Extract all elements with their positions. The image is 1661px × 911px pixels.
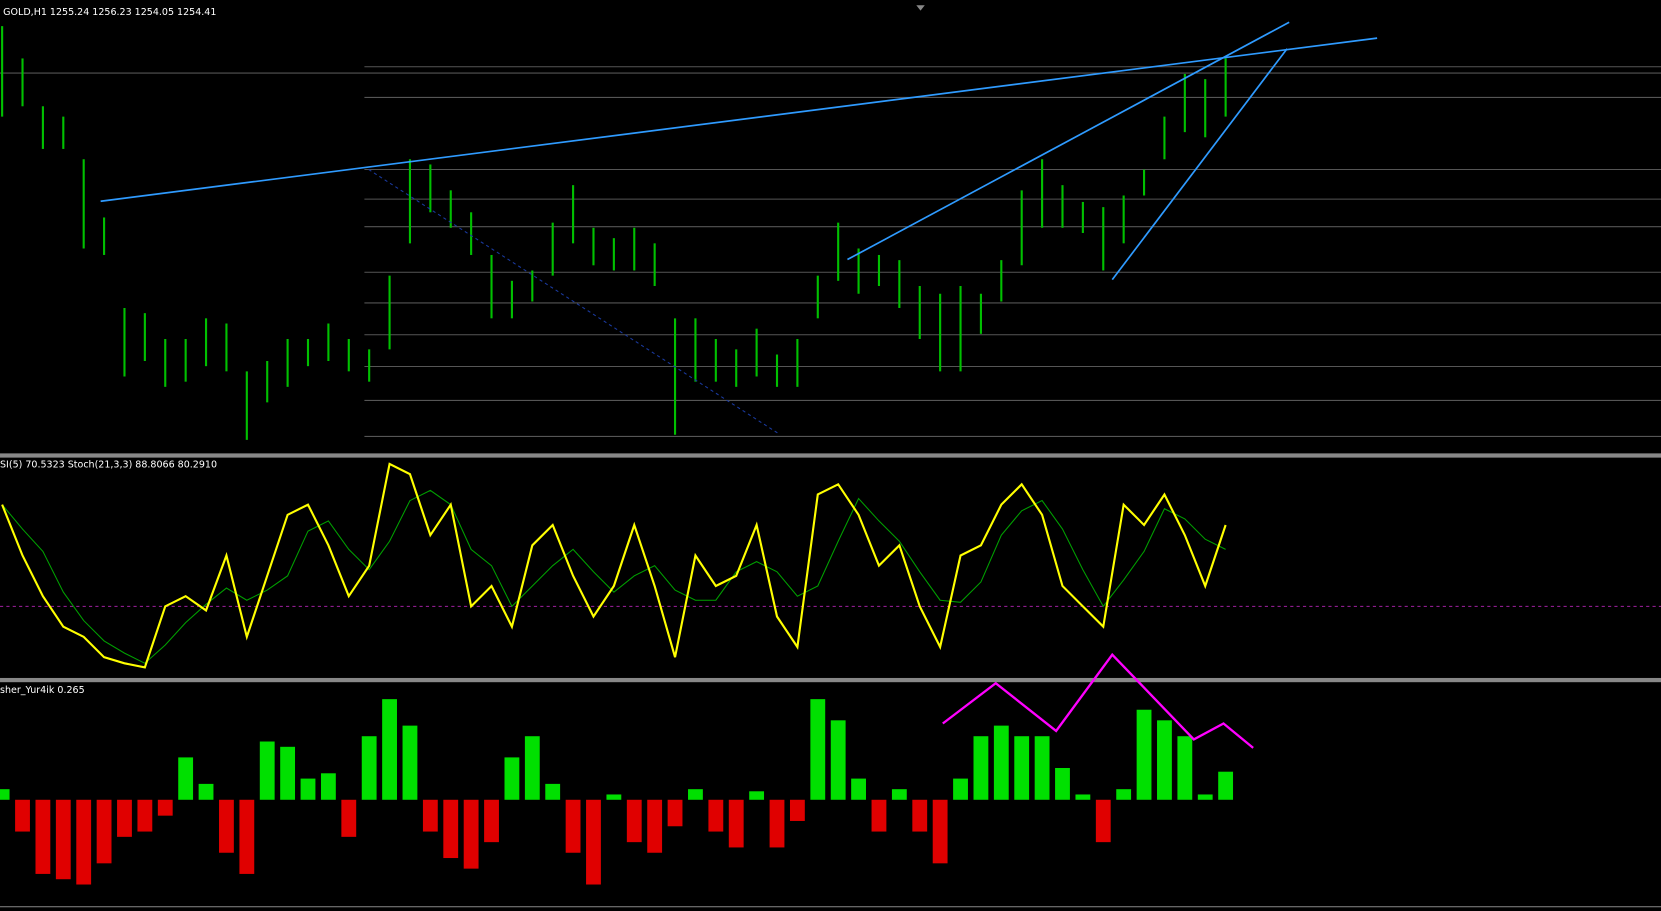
- trendline: [847, 21, 1290, 261]
- level-lines: [0, 66, 1661, 437]
- histogram-bar: [1034, 736, 1050, 800]
- histogram-bar: [137, 799, 153, 832]
- histogram-bar: [402, 725, 418, 800]
- histogram-bar: [688, 789, 703, 800]
- price-panel: [1, 26, 1227, 440]
- histogram-bar: [484, 799, 499, 843]
- arrows: [942, 652, 1254, 749]
- stoch-title: SI(5) 70.5323 Stoch(21,3,3) 88.8066 80.2…: [0, 460, 217, 471]
- histogram-bar: [667, 799, 683, 827]
- histogram-bar: [993, 725, 1009, 800]
- histogram-bar: [871, 799, 887, 832]
- histogram-bar: [810, 699, 826, 800]
- histogram-bar: [912, 799, 928, 832]
- stoch-line: [1, 462, 1227, 669]
- histogram-bar: [157, 799, 173, 816]
- histogram-bar: [851, 778, 866, 800]
- histogram-bar: [1136, 709, 1152, 800]
- histogram-bar: [769, 799, 785, 848]
- histogram-bar: [341, 799, 357, 837]
- histogram-bar: [932, 799, 948, 864]
- histogram-bar: [1116, 789, 1132, 800]
- histogram-bar: [606, 794, 622, 800]
- stochastic-panel: [0, 462, 1661, 669]
- stoch-line: [1, 489, 1226, 664]
- histogram-bar: [382, 699, 397, 800]
- histogram-bar: [1218, 771, 1234, 800]
- histogram-bar: [280, 746, 296, 800]
- histogram-bar: [1197, 794, 1213, 800]
- histogram-bar: [35, 799, 51, 874]
- price-title: GOLD,H1 1255.24 1256.23 1254.05 1254.41: [3, 7, 216, 18]
- histogram-bar: [891, 789, 907, 800]
- panel-separator: [0, 453, 1661, 458]
- histogram-bar: [708, 799, 724, 832]
- trendline: [100, 37, 1378, 203]
- histogram-bar: [443, 799, 459, 859]
- histogram-bar: [504, 757, 520, 800]
- histogram-bar: [1095, 799, 1111, 843]
- histogram-bar: [1075, 794, 1091, 800]
- panel-separator: [0, 677, 1661, 683]
- histogram-bar: [647, 799, 663, 853]
- histogram-bar: [524, 736, 540, 800]
- dashed-trendline: [368, 169, 780, 435]
- histogram-bar: [463, 799, 479, 869]
- histogram-bar: [586, 799, 601, 885]
- histogram-bar: [749, 791, 765, 800]
- histogram-bar: [76, 799, 92, 885]
- histogram-bar: [96, 799, 112, 864]
- histogram-bar: [973, 736, 989, 800]
- histogram-bar: [545, 783, 561, 800]
- histogram-bar: [1157, 720, 1172, 800]
- histogram-bar: [198, 783, 214, 800]
- histogram-bar: [1177, 736, 1193, 800]
- trendline: [1111, 48, 1288, 281]
- fisher-panel: [0, 699, 1234, 885]
- histogram-bar: [422, 799, 438, 832]
- histogram-bar: [0, 789, 10, 800]
- histogram-bar: [565, 799, 581, 853]
- histogram-bar: [117, 799, 132, 837]
- histogram-bar: [300, 778, 316, 800]
- zigzag-arrow: [942, 652, 1254, 749]
- histogram-bar: [830, 720, 846, 800]
- histogram-bar: [361, 736, 377, 800]
- histogram-bar: [1055, 767, 1070, 800]
- fisher-title: sher_Yur4ik 0.265: [0, 685, 85, 696]
- histogram-bar: [259, 741, 275, 800]
- histogram-bar: [728, 799, 744, 848]
- histogram-bar: [953, 778, 968, 800]
- histogram-bar: [320, 773, 336, 800]
- histogram-bar: [219, 799, 234, 853]
- shift-marker: [916, 5, 925, 11]
- histogram-bar: [15, 799, 30, 832]
- histogram-bar: [55, 799, 71, 880]
- trendlines: [100, 21, 1378, 435]
- histogram-bar: [239, 799, 255, 874]
- histogram-bar: [178, 757, 194, 800]
- histogram-bar: [1014, 736, 1030, 800]
- histogram-bar: [626, 799, 642, 843]
- histogram-bar: [789, 799, 805, 821]
